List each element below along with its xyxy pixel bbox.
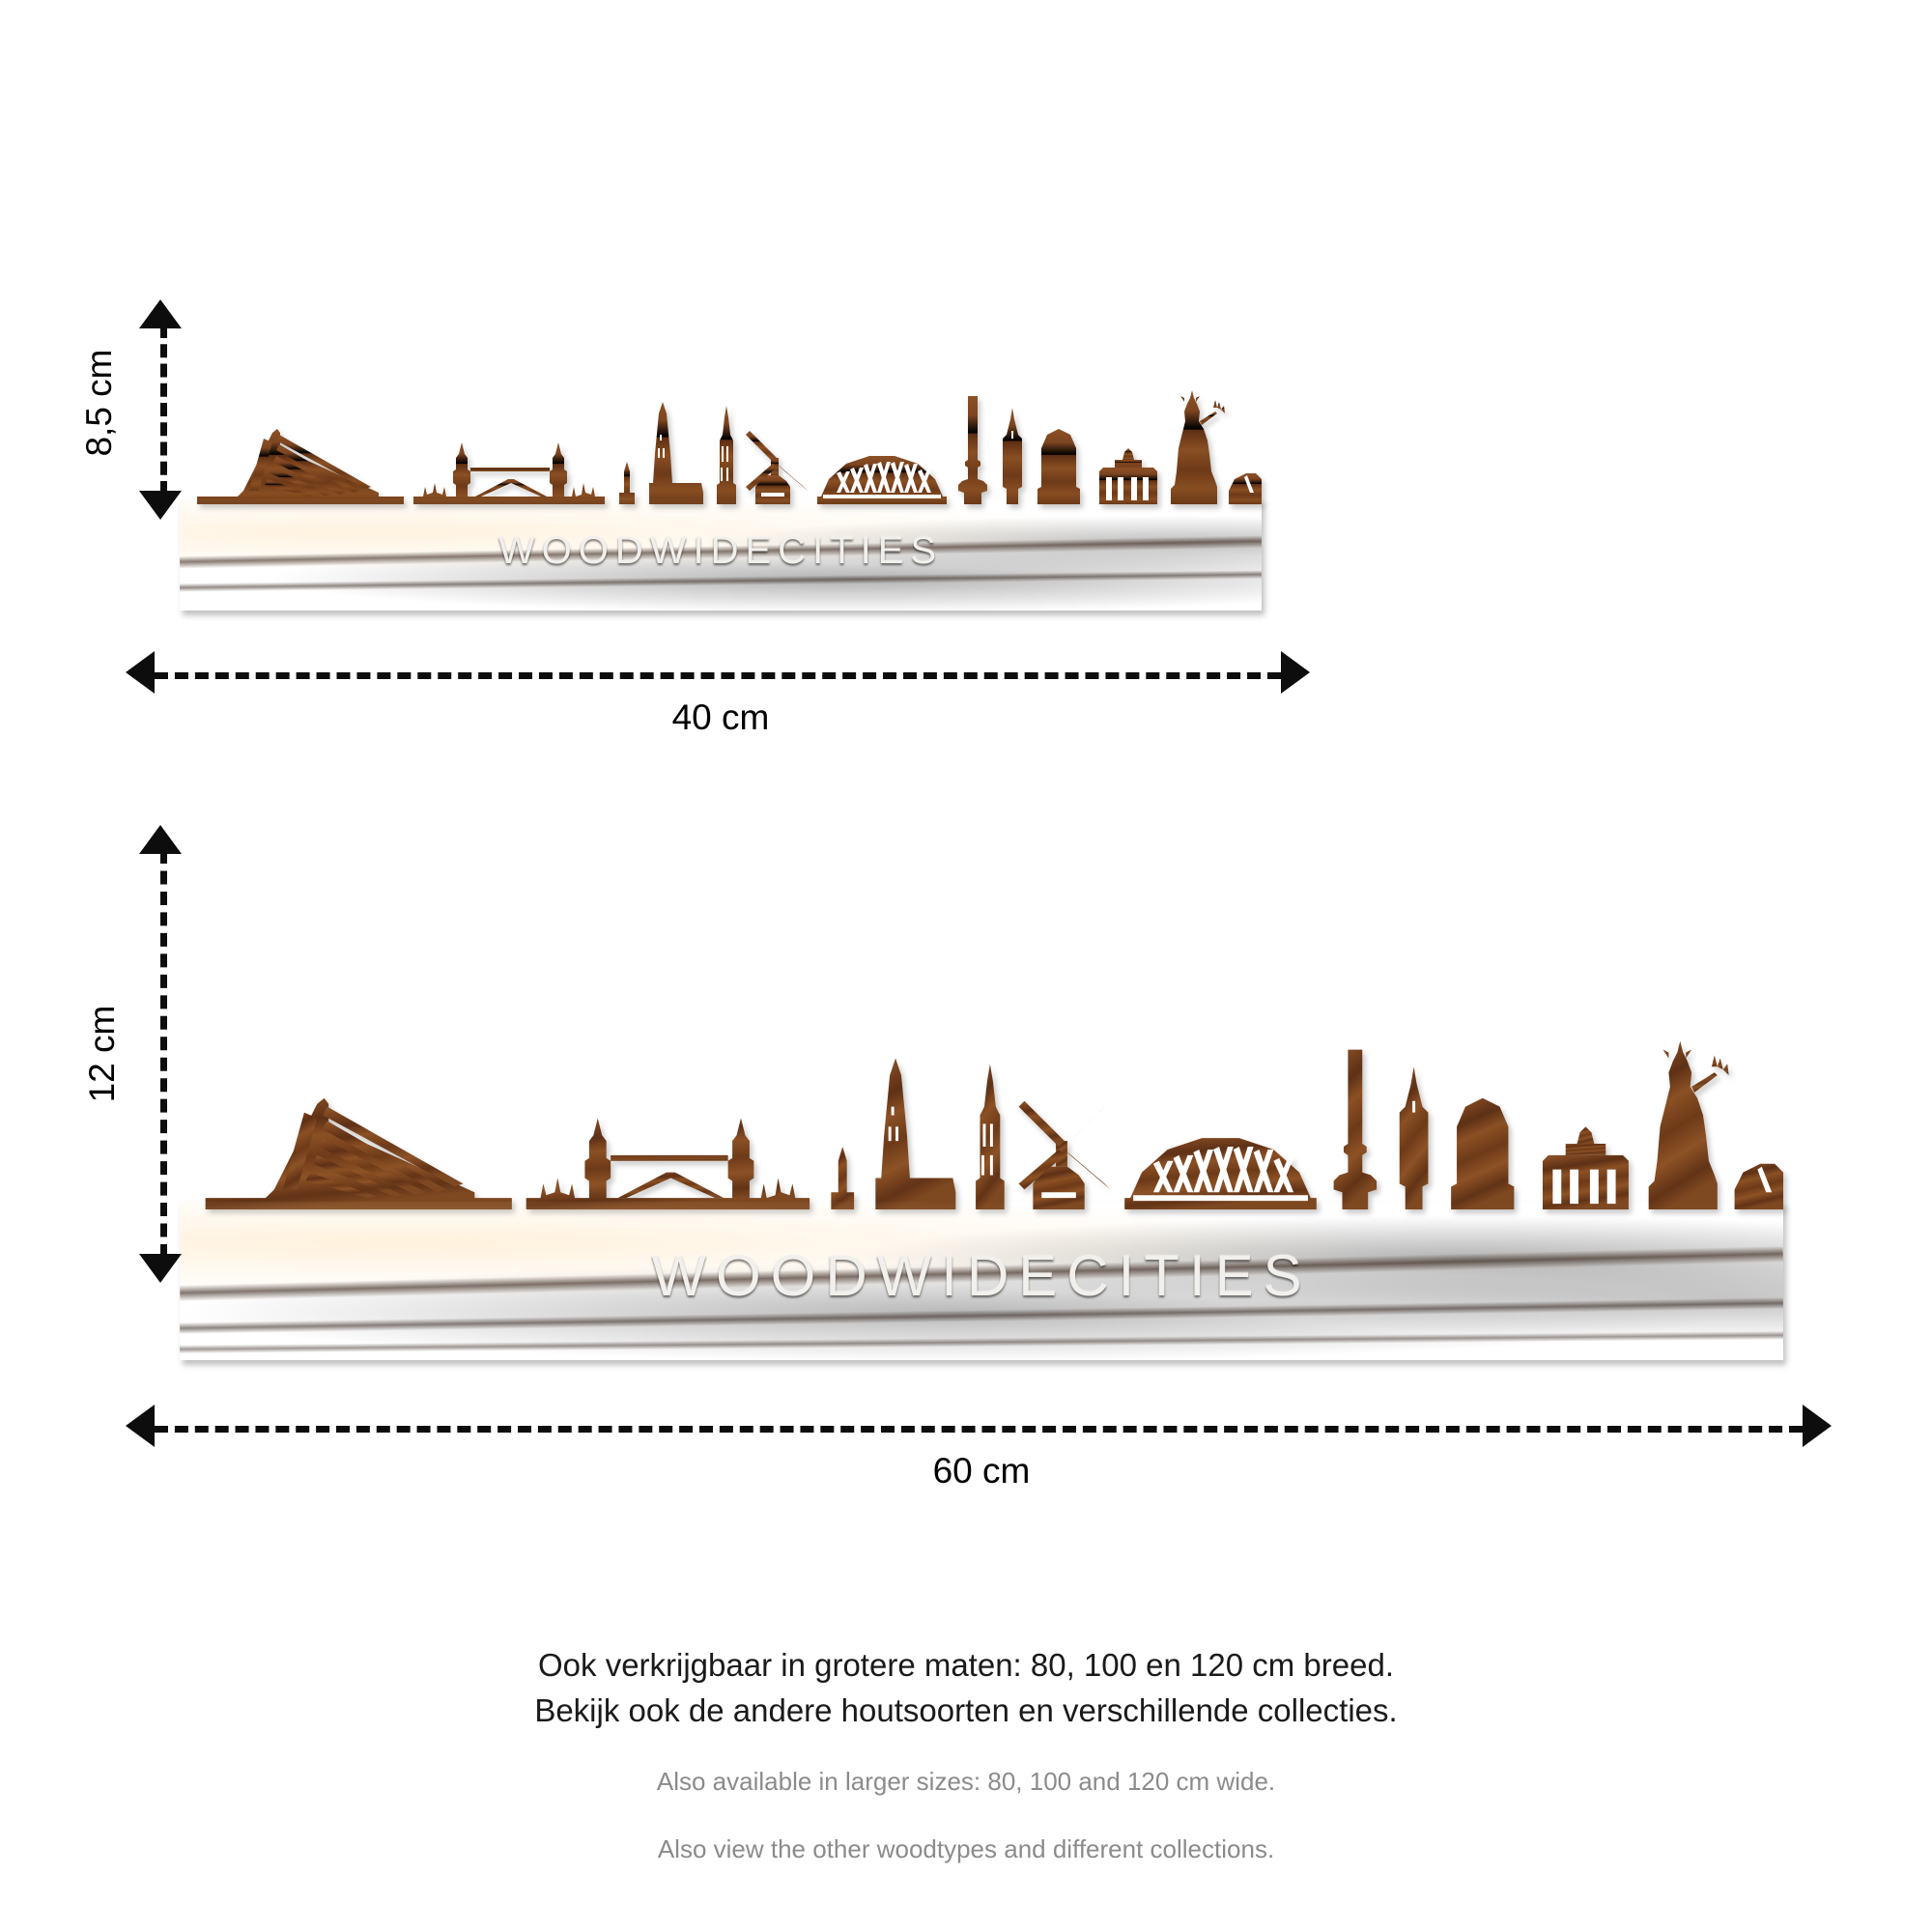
- footer-nl-line1: Ook verkrijgbaar in grotere maten: 80, 1…: [538, 1647, 1394, 1683]
- skyline-silhouette-60: [180, 1024, 1783, 1209]
- footer-nl-line2: Bekijk ook de andere houtsoorten en vers…: [534, 1692, 1398, 1728]
- footer-en-line1: Also available in larger sizes: 80, 100 …: [656, 1767, 1276, 1796]
- width-label-60: 60 cm: [932, 1451, 1031, 1491]
- height-label-60: 12 cm: [82, 1005, 122, 1103]
- plank-body-40: [180, 498, 1262, 611]
- footer-note: Ook verkrijgbaar in grotere maten: 80, 1…: [0, 1642, 1932, 1868]
- skyline-silhouette-40: [180, 379, 1262, 504]
- product-variant-60cm: WOODWIDECITIES 12 cm 60 cm: [82, 825, 1832, 1491]
- footer-en-line2: Also view the other woodtypes and differ…: [657, 1834, 1275, 1863]
- width-label-40: 40 cm: [671, 697, 770, 737]
- product-variant-40cm: WOODWIDECITIES 8,5 cm 40 cm: [79, 299, 1310, 737]
- height-label-40: 8,5 cm: [79, 349, 119, 457]
- plank-body-60: [180, 1202, 1783, 1360]
